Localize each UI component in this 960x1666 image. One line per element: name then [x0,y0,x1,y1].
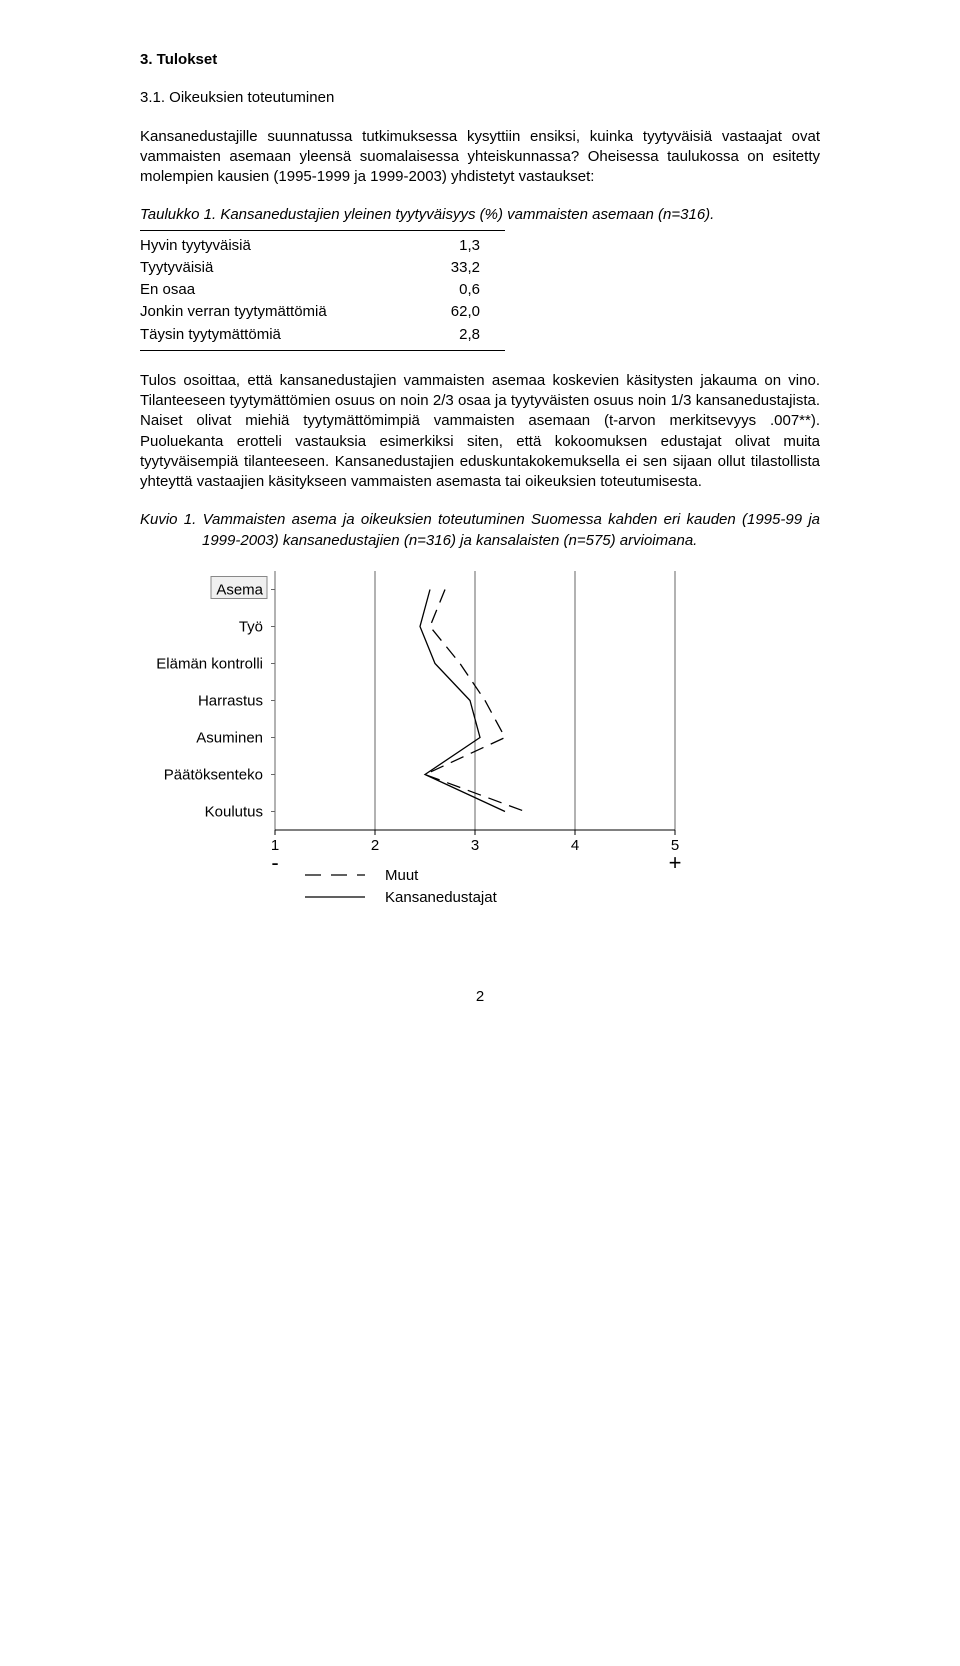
table-row: Jonkin verran tyytymättömiä62,0 [140,301,480,323]
table-row: Täysin tyytymättömiä2,8 [140,324,480,346]
table-cell-value: 1,3 [420,235,480,257]
section-heading: 3. Tulokset [140,50,820,70]
figure-caption-lead: Kuvio 1. [140,511,196,528]
table-cell-label: Täysin tyytymättömiä [140,324,420,346]
table-rule-bottom [140,350,505,351]
page-number: 2 [140,987,820,1007]
svg-text:Muut: Muut [385,867,419,884]
svg-text:Harrastus: Harrastus [198,692,263,709]
table-cell-label: Tyytyväisiä [140,257,420,279]
table-cell-label: Hyvin tyytyväisiä [140,235,420,257]
paragraph-analysis: Tulos osoittaa, että kansanedustajien va… [140,371,820,493]
svg-text:Koulutus: Koulutus [205,803,263,820]
svg-text:Elämän kontrolli: Elämän kontrolli [156,655,263,672]
svg-text:2: 2 [371,837,379,854]
table-row: Tyytyväisiä33,2 [140,257,480,279]
table-caption: Taulukko 1. Kansanedustajien yleinen tyy… [140,205,820,225]
figure-caption: Kuvio 1. Vammaisten asema ja oikeuksien … [140,510,820,551]
table-rule-top [140,230,505,231]
svg-text:Kansanedustajat: Kansanedustajat [385,889,498,906]
svg-text:-: - [271,850,278,875]
svg-text:Työ: Työ [239,618,263,635]
table-cell-value: 62,0 [420,301,480,323]
table-cell-label: En osaa [140,279,420,301]
data-table: Hyvin tyytyväisiä1,3 Tyytyväisiä33,2 En … [140,235,480,346]
svg-text:Asema: Asema [216,581,263,598]
paragraph-intro: Kansanedustajille suunnatussa tutkimukse… [140,127,820,188]
svg-text:3: 3 [471,837,479,854]
table-row: En osaa0,6 [140,279,480,301]
svg-text:+: + [669,850,682,875]
chart-svg: 12345AsemaTyöElämän kontrolliHarrastusAs… [140,561,780,941]
table-cell-value: 2,8 [420,324,480,346]
table-cell-value: 33,2 [420,257,480,279]
line-chart: 12345AsemaTyöElämän kontrolliHarrastusAs… [140,561,820,947]
table-cell-label: Jonkin verran tyytymättömiä [140,301,420,323]
svg-text:4: 4 [571,837,579,854]
table-row: Hyvin tyytyväisiä1,3 [140,235,480,257]
svg-text:Päätöksenteko: Päätöksenteko [164,766,263,783]
table-cell-value: 0,6 [420,279,480,301]
figure-caption-body: Vammaisten asema ja oikeuksien toteutumi… [202,511,820,548]
subsection-heading: 3.1. Oikeuksien toteutuminen [140,88,820,108]
svg-text:Asuminen: Asuminen [196,729,263,746]
